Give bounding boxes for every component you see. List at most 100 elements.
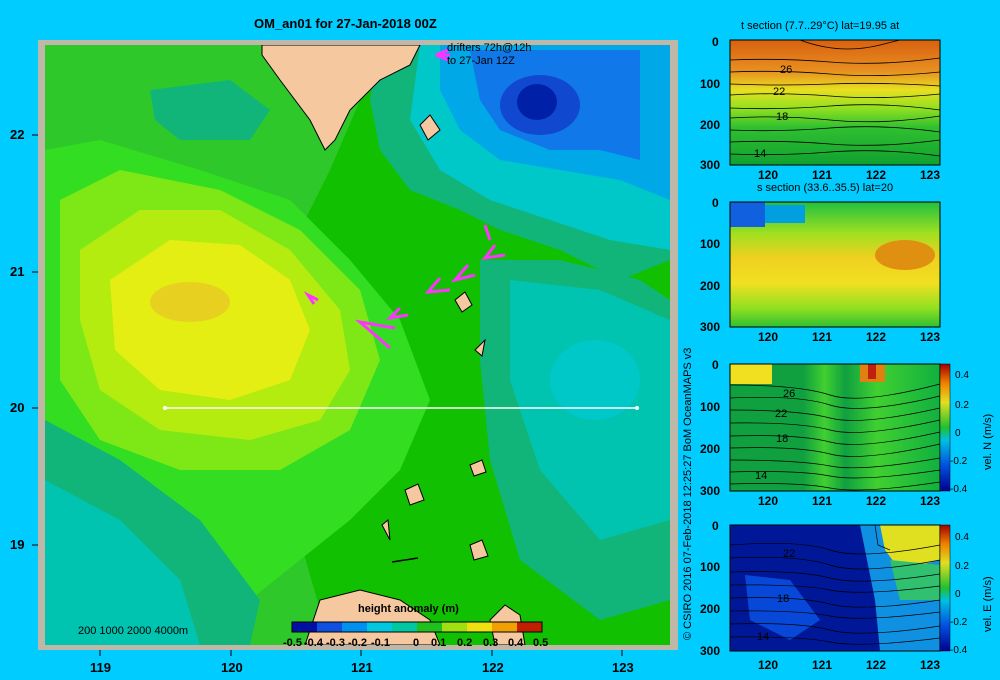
cbar-tick: 0 <box>413 637 420 649</box>
map-title: OM_an01 for 27-Jan-2018 00Z <box>254 16 437 31</box>
p2-y-tick: 0 <box>712 196 719 210</box>
island <box>404 483 425 506</box>
x-tick: 120 <box>221 660 243 675</box>
island <box>474 338 486 357</box>
p4-y-tick: 300 <box>700 644 721 658</box>
s-section-title: s section (33.6..35.5) lat=20 <box>757 182 894 194</box>
contour-label: 14 <box>754 148 767 160</box>
p1-y-tick: 0 <box>712 35 719 49</box>
p4-y-tick: 200 <box>700 602 721 616</box>
contour-label: 22 <box>775 408 788 420</box>
vel-e-cbar-tick: -0.4 <box>950 645 968 656</box>
velocity-north-panel <box>729 363 951 492</box>
p3-x-tick: 122 <box>866 494 887 508</box>
contour-label: 22 <box>783 548 796 560</box>
island <box>454 291 473 313</box>
contour-label: 22 <box>773 86 786 98</box>
x-tick: 119 <box>90 660 111 675</box>
contour-label: 14 <box>755 470 768 482</box>
p2-y-tick: 300 <box>700 320 721 334</box>
contour-label: 26 <box>780 64 793 76</box>
island <box>469 539 489 561</box>
island <box>381 519 391 541</box>
cbar-tick: -0.5 <box>283 637 302 649</box>
taiwan-land <box>261 45 421 151</box>
p1-x-tick: 123 <box>920 168 941 182</box>
vel-e-colorbar <box>939 524 951 652</box>
vel-n-cbar-tick: 0 <box>955 428 961 439</box>
p2-x-tick: 123 <box>920 330 941 344</box>
y-tick: 19 <box>10 537 25 552</box>
p1-y-tick: 300 <box>700 158 721 172</box>
p1-y-tick: 100 <box>700 77 721 91</box>
contour-label: 18 <box>777 593 790 605</box>
contour-label: 18 <box>776 111 789 123</box>
vel-e-label: vel. E (m/s) <box>982 576 994 632</box>
vel-e-cbar-tick: -0.2 <box>950 617 968 628</box>
vel-e-cbar-tick: 0 <box>955 589 961 600</box>
p2-x-tick: 121 <box>812 330 833 344</box>
temperature-section-panel <box>729 39 941 166</box>
p4-x-tick: 122 <box>866 658 887 672</box>
p3-y-tick: 0 <box>712 358 719 372</box>
p3-x-tick: 123 <box>920 494 941 508</box>
drifter-note-line1: drifters 72h@12h <box>447 42 532 54</box>
y-tick: 21 <box>10 264 25 279</box>
vel-n-label: vel. N (m/s) <box>982 413 994 470</box>
t-section-title: t section (7.7..29°C) lat=19.95 at <box>741 20 900 32</box>
vel-n-cbar-tick: 0.4 <box>955 370 969 381</box>
cbar-tick: 0.3 <box>483 637 499 649</box>
cbar-tick: 0.4 <box>508 637 524 649</box>
p2-y-tick: 200 <box>700 279 721 293</box>
y-tick: 20 <box>10 400 25 415</box>
p1-y-tick: 200 <box>700 118 721 132</box>
drifter-tracks <box>303 48 506 350</box>
island <box>419 114 441 141</box>
p4-x-tick: 120 <box>758 658 779 672</box>
height-colorbar <box>291 621 543 633</box>
p2-x-tick: 122 <box>866 330 887 344</box>
p1-x-tick: 122 <box>866 168 887 182</box>
cbar-tick: -0.1 <box>371 637 390 649</box>
vel-e-cbar-tick: 0.4 <box>955 532 969 543</box>
p4-y-tick: 0 <box>712 519 719 533</box>
cbar-tick: -0.4 <box>304 637 323 649</box>
cbar-tick: 0.1 <box>431 637 447 649</box>
contour-label: 18 <box>776 433 789 445</box>
p2-x-tick: 120 <box>758 330 779 344</box>
vel-n-colorbar <box>939 363 951 492</box>
drifter-note-line2: to 27-Jan 12Z <box>447 55 515 67</box>
p4-x-tick: 121 <box>812 658 833 672</box>
contour-label: 26 <box>783 388 796 400</box>
salinity-section-panel <box>729 201 941 328</box>
vel-e-cbar-tick: 0.2 <box>955 561 969 572</box>
p4-x-tick: 123 <box>920 658 941 672</box>
cbar-tick: 0.2 <box>457 637 473 649</box>
height-anomaly-field <box>45 45 670 645</box>
p3-x-tick: 120 <box>758 494 779 508</box>
x-tick: 121 <box>351 660 373 675</box>
p4-y-tick: 100 <box>700 560 721 574</box>
p1-x-tick: 121 <box>812 168 833 182</box>
vel-n-cbar-tick: -0.2 <box>950 456 968 467</box>
cbar-tick: -0.3 <box>326 637 345 649</box>
x-tick: 122 <box>482 660 504 675</box>
velocity-east-panel <box>729 524 951 652</box>
vel-n-cbar-tick: 0.2 <box>955 400 969 411</box>
p3-y-tick: 200 <box>700 442 721 456</box>
island <box>469 459 487 477</box>
p1-x-tick: 120 <box>758 168 779 182</box>
p3-x-tick: 121 <box>812 494 833 508</box>
depth-legend: 200 1000 2000 4000m <box>78 625 189 637</box>
x-tick: 123 <box>612 660 634 675</box>
p3-y-tick: 100 <box>700 400 721 414</box>
y-tick: 22 <box>10 127 25 142</box>
colorbar-title: height anomaly (m) <box>358 603 459 615</box>
vel-n-cbar-tick: -0.4 <box>950 484 968 495</box>
p2-y-tick: 100 <box>700 237 721 251</box>
p3-y-tick: 300 <box>700 484 721 498</box>
cbar-tick: 0.5 <box>533 637 549 649</box>
cbar-tick: -0.2 <box>348 637 367 649</box>
